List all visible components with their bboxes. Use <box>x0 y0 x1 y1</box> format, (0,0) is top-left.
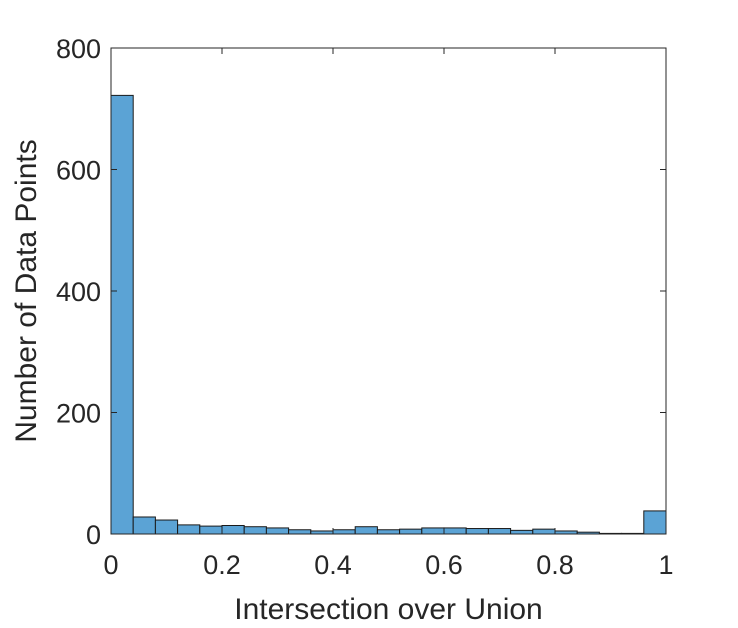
histogram-bar <box>177 524 201 535</box>
histogram-bar <box>221 524 245 535</box>
histogram-bar <box>265 527 290 535</box>
histogram-bar <box>510 529 534 535</box>
histogram-bar <box>465 528 489 535</box>
histogram-bar <box>532 528 556 535</box>
histogram-bar <box>332 529 356 535</box>
bars-group <box>110 94 667 535</box>
y-axis-label: Number of Data Points <box>10 139 43 442</box>
histogram-bar <box>376 529 401 535</box>
x-tick-label: 0.8 <box>536 550 574 580</box>
histogram-bar <box>110 94 134 535</box>
y-tick-label: 600 <box>56 156 101 186</box>
histogram-bar <box>132 516 156 535</box>
histogram-bar <box>643 510 667 535</box>
x-tick-label: 1 <box>658 550 673 580</box>
x-axis-label: Intersection over Union <box>234 593 543 626</box>
y-tick-labels: 0 200 400 600 800 <box>56 34 101 550</box>
x-tick-label: 0 <box>103 550 118 580</box>
histogram-bar <box>288 529 312 535</box>
x-tick-labels: 0 0.2 0.4 0.6 0.8 1 <box>103 550 673 580</box>
histogram-bar <box>199 525 223 535</box>
x-tick-label: 0.4 <box>314 550 352 580</box>
plot-frame <box>110 47 667 535</box>
x-tick-label: 0.6 <box>425 550 463 580</box>
histogram-bar <box>243 526 267 535</box>
y-tick-label: 0 <box>86 520 101 550</box>
histogram-bar <box>487 528 512 535</box>
ticks-group <box>110 47 667 535</box>
histogram-bar <box>443 527 467 535</box>
histogram-bar <box>399 528 423 535</box>
histogram-bar <box>421 527 445 535</box>
y-tick-label: 800 <box>56 34 101 64</box>
x-tick-label: 0.2 <box>203 550 241 580</box>
y-tick-label: 400 <box>56 277 101 307</box>
y-tick-label: 200 <box>56 399 101 429</box>
histogram-bar <box>354 526 378 535</box>
histogram-bar <box>154 519 179 535</box>
